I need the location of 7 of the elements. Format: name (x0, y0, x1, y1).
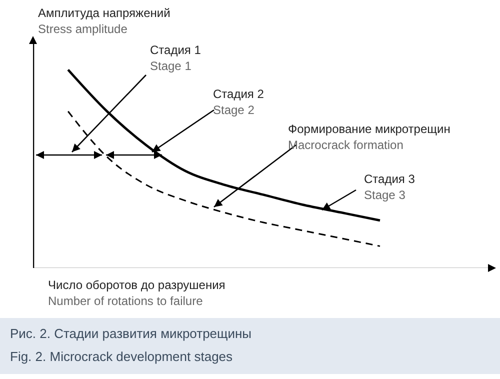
annotation: Стадия 3 Stage 3 (364, 171, 415, 203)
annotation: Формирование микротрещин Macrocrack formation (288, 121, 450, 153)
annotation: Стадия 1 Stage 1 (150, 42, 201, 74)
annotation: Стадия 2 Stage 2 (213, 86, 264, 118)
text: Рис. 2. Стадии развития микротрещины Fig. 2. Microcrack development stages (10, 325, 252, 366)
x-axis-title: Число оборотов до разрушения Number of rotations to failure (48, 277, 226, 309)
y-axis-title: Амплитуда напряжений Stress amplitude (38, 5, 170, 37)
